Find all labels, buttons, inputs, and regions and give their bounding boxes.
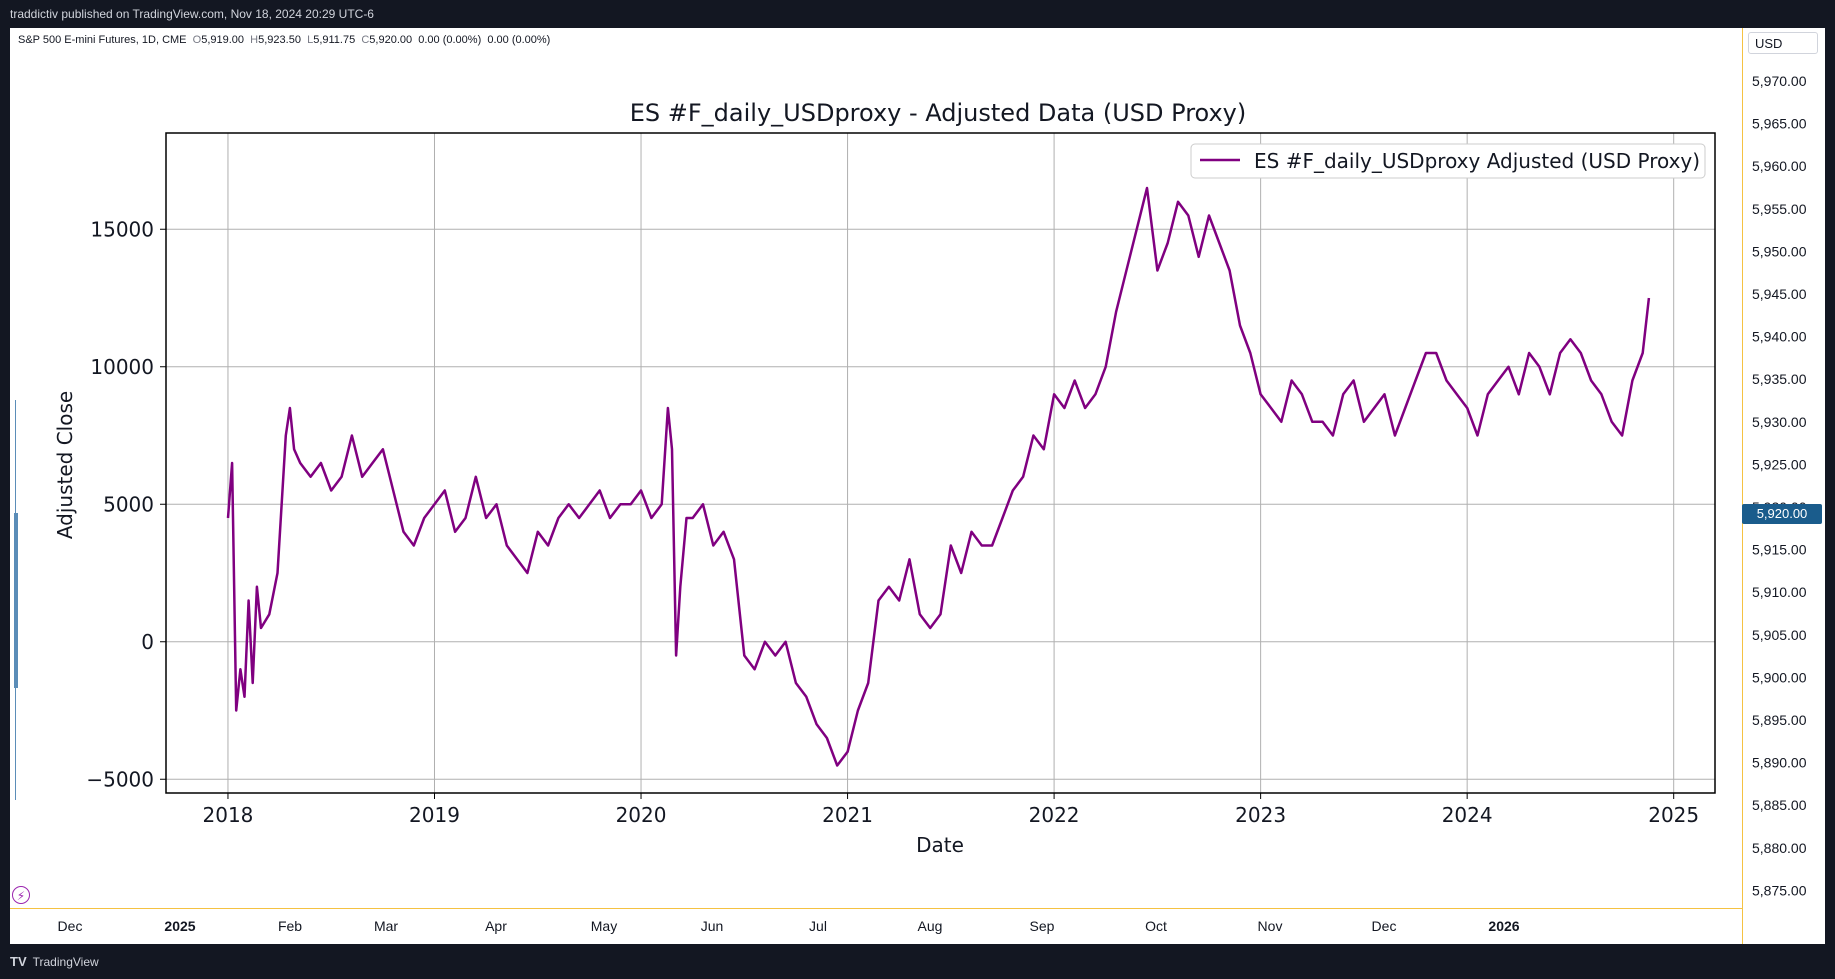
published-text: traddictiv published on TradingView.com,… <box>10 7 374 21</box>
tradingview-brand[interactable]: TradingView <box>32 954 99 969</box>
high-value: 5,923.50 <box>258 34 301 46</box>
x-tick-label: 2020 <box>616 803 667 827</box>
x-tick-label: 2019 <box>409 803 460 827</box>
time-label: Oct <box>1145 918 1167 934</box>
lightning-icon[interactable]: ⚡ <box>12 886 30 904</box>
x-tick-label: 2022 <box>1029 803 1080 827</box>
y-tick-label: −5000 <box>86 767 154 791</box>
current-price-tag: 5,920.00 <box>1742 504 1822 524</box>
y-tick-label: 5000 <box>103 492 154 516</box>
close-value: 5,920.00 <box>369 34 413 46</box>
price-label: 5,930.00 <box>1752 414 1807 430</box>
time-label: Aug <box>918 918 943 934</box>
top-bar: traddictiv published on TradingView.com,… <box>0 0 1835 28</box>
time-label: Feb <box>278 918 302 934</box>
time-label: Jun <box>701 918 724 934</box>
currency-button[interactable]: USD <box>1748 32 1818 54</box>
x-tick-label: 2024 <box>1442 803 1493 827</box>
time-label: Nov <box>1258 918 1283 934</box>
candle-marker <box>14 513 18 688</box>
chart-image: ES #F_daily_USDproxy - Adjusted Data (US… <box>53 99 1716 857</box>
candle-wick <box>15 400 16 800</box>
chart-title: ES #F_daily_USDproxy - Adjusted Data (US… <box>630 99 1247 127</box>
high-label: H <box>250 34 259 46</box>
change-value: 0.00 (0.00%) <box>418 34 482 46</box>
open-value: 5,919.00 <box>201 34 245 46</box>
price-label: 5,900.00 <box>1752 669 1807 685</box>
time-label: Apr <box>485 918 507 934</box>
plot-frame <box>165 132 1716 794</box>
price-axis[interactable]: 5,970.00 5,965.00 5,960.00 5,955.00 5,950.00… <box>1742 28 1825 944</box>
y-tick-label: 10000 <box>90 355 154 379</box>
time-label: 2026 <box>1488 918 1519 934</box>
legend-label: ES #F_daily_USDproxy Adjusted (USD Proxy… <box>1254 149 1700 173</box>
x-tick-label: 2025 <box>1648 803 1699 827</box>
price-label: 5,925.00 <box>1752 456 1807 472</box>
low-value: 5,911.75 <box>313 34 356 46</box>
time-label: May <box>591 918 617 934</box>
price-label: 5,890.00 <box>1752 755 1807 771</box>
series-line <box>226 186 1651 767</box>
open-label: O <box>192 34 202 46</box>
price-label: 5,885.00 <box>1752 797 1807 813</box>
time-label: Dec <box>1372 918 1397 934</box>
price-label: 5,880.00 <box>1752 840 1807 856</box>
price-label: 5,895.00 <box>1752 712 1807 728</box>
y-axis-label: Adjusted Close <box>53 391 77 539</box>
price-label: 5,915.00 <box>1752 542 1807 558</box>
y-tick-label: 15000 <box>90 217 154 241</box>
price-label: 5,950.00 <box>1752 243 1807 259</box>
tradingview-logo-icon[interactable]: TV <box>10 954 27 969</box>
x-tick-label: 2018 <box>203 803 254 827</box>
price-label: 5,945.00 <box>1752 286 1807 302</box>
time-label: Jul <box>809 918 827 934</box>
price-label: 5,935.00 <box>1752 371 1807 387</box>
price-label: 5,905.00 <box>1752 627 1807 643</box>
time-label: Dec <box>58 918 83 934</box>
price-label: 5,965.00 <box>1752 116 1807 132</box>
time-axis[interactable]: Dec 2025 Feb Mar Apr May Jun Jul Aug Sep Oct Nov Dec… <box>10 908 1742 944</box>
x-tick-label: 2021 <box>822 803 873 827</box>
price-label: 5,970.00 <box>1752 73 1807 89</box>
price-label: 5,955.00 <box>1752 201 1807 217</box>
time-label: Mar <box>374 918 398 934</box>
close-label: C <box>361 34 370 46</box>
y-tick-label: 0 <box>141 630 154 654</box>
price-label: 5,875.00 <box>1752 882 1807 898</box>
left-strip <box>0 28 10 944</box>
symbol-legend[interactable]: S&P 500 E-mini Futures, 1D, CME O5,919.0… <box>18 34 550 46</box>
right-strip <box>1825 28 1835 944</box>
time-label: 2025 <box>164 918 195 934</box>
change-value-2: 0.00 (0.00%) <box>487 34 551 46</box>
price-label: 5,940.00 <box>1752 329 1807 345</box>
low-label: L <box>307 34 314 46</box>
symbol-name: S&P 500 E-mini Futures, 1D, CME <box>18 34 187 46</box>
legend: ES #F_daily_USDproxy Adjusted (USD Proxy… <box>1190 143 1706 179</box>
x-tick-label: 2023 <box>1235 803 1286 827</box>
price-label: 5,910.00 <box>1752 584 1807 600</box>
price-label: 5,960.00 <box>1752 158 1807 174</box>
bottom-bar: TV TradingView <box>0 944 1835 979</box>
time-label: Sep <box>1030 918 1055 934</box>
x-axis-label: Date <box>916 833 964 857</box>
